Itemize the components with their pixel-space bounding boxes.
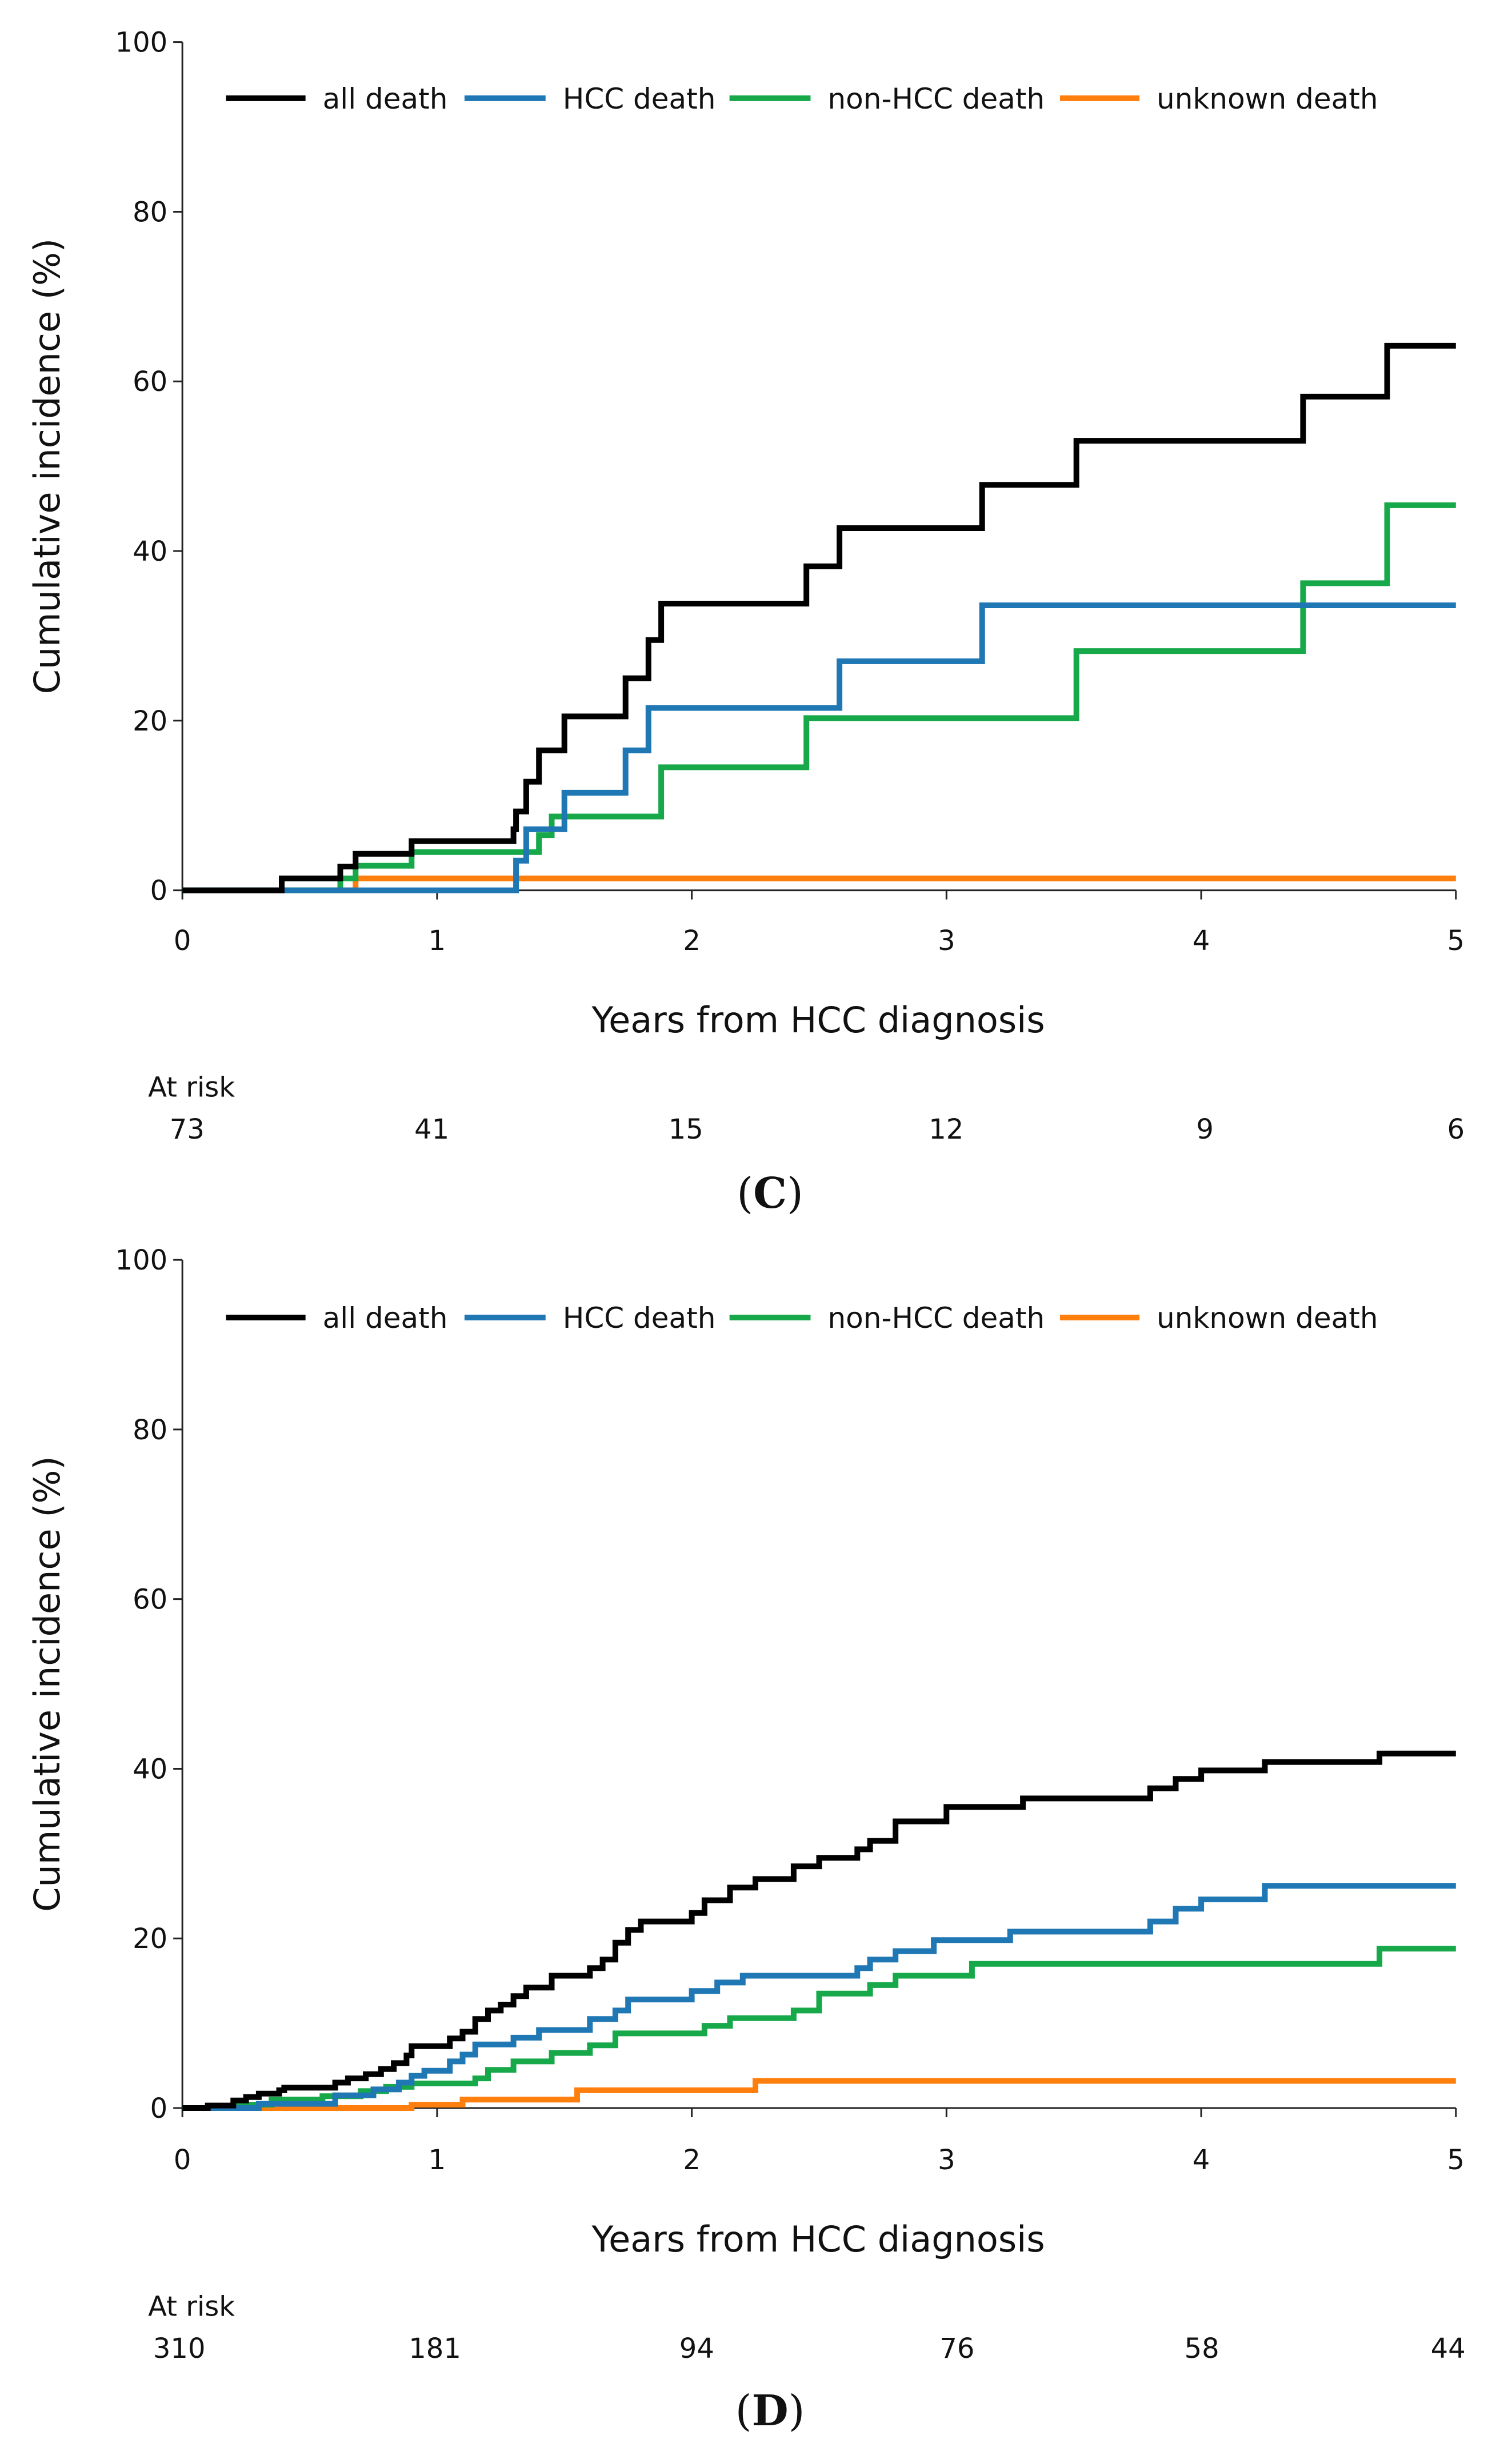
y-tick-label: 80: [133, 196, 167, 228]
at-risk-title: At risk: [148, 1071, 235, 1103]
series-line-non-hcc-death: [182, 502, 1456, 893]
caption-paren-open: (: [737, 1169, 753, 1218]
x-tick-label: 2: [683, 925, 701, 957]
at-risk-count: 41: [414, 1113, 449, 1145]
at-risk-count: 73: [170, 1113, 205, 1145]
x-tick-label: 4: [1193, 2144, 1210, 2176]
y-tick-label: 80: [133, 1414, 167, 1446]
at-risk-count: 310: [153, 2333, 206, 2365]
y-axis-label: Cumulative incidence (%): [26, 238, 68, 694]
x-tick-label: 1: [429, 925, 446, 957]
panel-caption: (D): [735, 2386, 805, 2436]
x-tick-label: 0: [174, 925, 191, 957]
at-risk-count: 181: [409, 2333, 461, 2365]
y-tick-label: 100: [115, 27, 168, 59]
x-tick-label: 2: [683, 2144, 701, 2176]
x-tick-label: 4: [1193, 925, 1210, 957]
x-tick-label: 3: [938, 925, 955, 957]
y-tick-label: 60: [133, 1584, 167, 1616]
at-risk-count: 15: [669, 1113, 703, 1145]
legend-label-unknown-death: unknown death: [1157, 1302, 1378, 1335]
caption-paren-close: ): [787, 1169, 803, 1218]
x-tick-label: 5: [1447, 2144, 1465, 2176]
at-risk-count: 58: [1185, 2333, 1219, 2365]
legend-label-hcc-death: HCC death: [563, 82, 716, 115]
caption-paren-close: ): [789, 2386, 805, 2436]
legend-label-non-hcc-death: non-HCC death: [827, 1302, 1045, 1335]
y-tick-label: 0: [150, 875, 168, 907]
at-risk-count: 76: [939, 2333, 974, 2365]
series-line-all-death: [182, 342, 1456, 893]
series-line-hcc-death: [182, 602, 1456, 893]
caption-paren-open: (: [735, 2386, 752, 2436]
at-risk-count: 9: [1196, 1113, 1214, 1145]
at-risk-count: 94: [679, 2333, 714, 2365]
legend-label-all-death: all death: [323, 82, 448, 115]
x-tick-label: 1: [429, 2144, 446, 2176]
legend-label-all-death: all death: [323, 1302, 448, 1335]
at-risk-title: At risk: [148, 2290, 235, 2322]
at-risk-count: 44: [1431, 2333, 1466, 2365]
y-tick-label: 100: [115, 1244, 168, 1276]
panel-caption: (C): [737, 1169, 803, 1218]
at-risk-count: 12: [929, 1113, 963, 1145]
y-tick-label: 40: [133, 1753, 167, 1785]
series-line-non-hcc-death: [182, 1946, 1456, 2111]
x-axis-label: Years from HCC diagnosis: [591, 2218, 1045, 2260]
x-tick-label: 5: [1447, 925, 1465, 957]
series-line-all-death: [182, 1750, 1456, 2111]
legend-label-non-hcc-death: non-HCC death: [827, 82, 1045, 115]
at-risk-count: 6: [1447, 1113, 1465, 1145]
y-axis-label: Cumulative incidence (%): [26, 1456, 68, 1911]
x-tick-label: 0: [174, 2144, 191, 2176]
chart-panel-d: 0 20 40 60 80 100 0 1 2 3 4 5 Years from HCC diagnos…: [26, 1244, 1466, 2436]
y-tick-label: 20: [133, 705, 167, 737]
legend-label-unknown-death: unknown death: [1157, 82, 1378, 115]
series-line-hcc-death: [182, 1883, 1456, 2111]
legend-label-hcc-death: HCC death: [563, 1302, 716, 1335]
y-tick-label: 40: [133, 536, 167, 568]
x-axis-label: Years from HCC diagnosis: [591, 999, 1045, 1041]
panel-label: C: [753, 1169, 787, 1218]
panel-label: D: [751, 2386, 788, 2436]
y-tick-label: 0: [150, 2093, 168, 2125]
series-line-unknown-death: [182, 2078, 1456, 2111]
y-tick-label: 20: [133, 1923, 167, 1955]
x-tick-label: 3: [938, 2144, 955, 2176]
y-tick-label: 60: [133, 366, 167, 398]
